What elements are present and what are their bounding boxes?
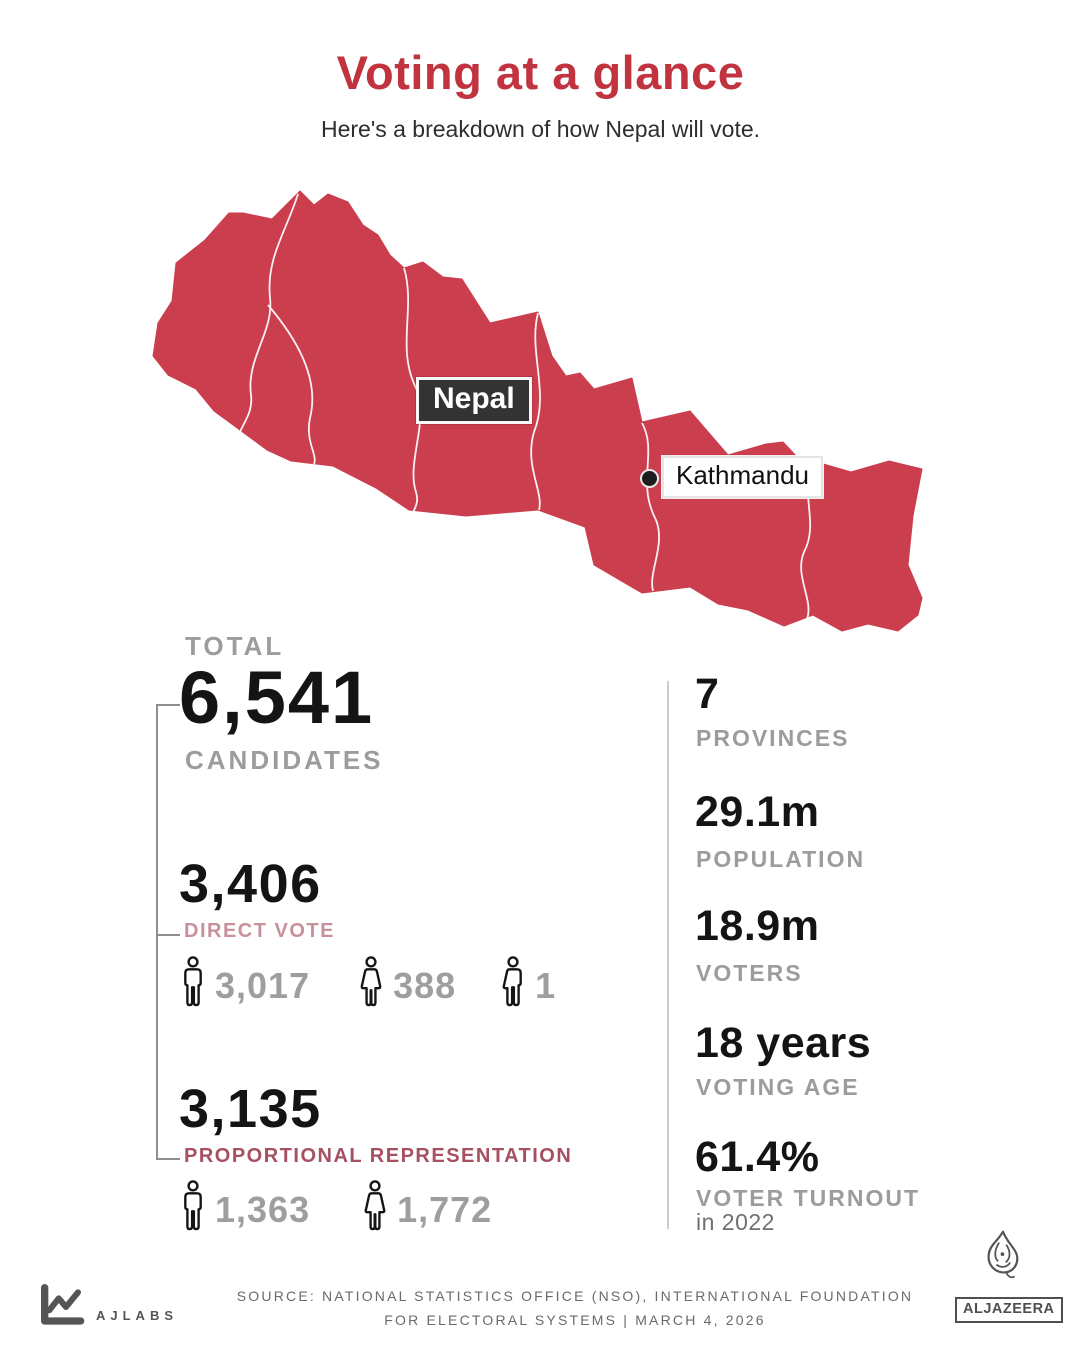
source-line-1: SOURCE: NATIONAL STATISTICS OFFICE (NSO)…	[236, 1288, 914, 1304]
breakdown-item-other: 1	[500, 956, 556, 1008]
men-count: 3,017	[215, 965, 311, 1006]
direct-vote-breakdown: 3,017 388 1	[180, 956, 556, 1008]
turnout-value: 61.4%	[695, 1133, 820, 1181]
male-icon	[180, 956, 206, 1008]
source-note: SOURCE: NATIONAL STATISTICS OFFICE (NSO)…	[230, 1284, 920, 1332]
population-label: POPULATION	[696, 846, 866, 872]
women-count: 1,772	[397, 1189, 493, 1230]
total-candidates-value: 6,541	[179, 656, 375, 739]
country-label: Nepal	[416, 377, 532, 424]
provinces-value: 7	[695, 670, 720, 718]
voters-value: 18.9m	[695, 902, 820, 950]
bracket-tick-middle	[156, 934, 180, 936]
turnout-sublabel: in 2022	[696, 1209, 775, 1235]
provinces-label: PROVINCES	[696, 725, 850, 751]
capital-label: Kathmandu	[662, 456, 823, 498]
breakdown-item-men: 3,017	[180, 956, 310, 1008]
turnout-label: VOTER TURNOUT	[696, 1185, 921, 1211]
female-icon	[358, 956, 384, 1008]
breakdown-item-men: 1,363	[180, 1180, 310, 1232]
female-icon	[362, 1180, 388, 1232]
page-subtitle: Here's a breakdown of how Nepal will vot…	[320, 116, 761, 142]
bracket-tick-top	[156, 704, 180, 706]
population-value: 29.1m	[695, 788, 820, 836]
proportional-value: 3,135	[179, 1079, 322, 1139]
breakdown-item-women: 1,772	[362, 1180, 492, 1232]
other-count: 1	[535, 965, 557, 1006]
aljazeera-flame-icon	[981, 1230, 1025, 1292]
bracket-tick-bottom	[156, 1158, 180, 1160]
capital-marker-dot	[640, 469, 659, 488]
total-label: TOTAL	[185, 631, 285, 661]
ajlabs-label: AJLABS	[96, 1307, 179, 1323]
proportional-label: PROPORTIONAL REPRESENTATION	[184, 1145, 573, 1167]
ajlabs-chart-icon	[38, 1282, 86, 1333]
ajlabs-logo: AJLABS	[38, 1282, 178, 1333]
aljazeera-logo: ALJAZEERA	[955, 1228, 1063, 1323]
men-count: 1,363	[215, 1189, 311, 1230]
candidates-label: CANDIDATES	[185, 745, 384, 775]
nepal-map-shape	[152, 190, 923, 632]
direct-vote-value: 3,406	[179, 854, 322, 914]
male-icon	[180, 1180, 206, 1232]
proportional-breakdown: 1,363 1,772	[180, 1180, 492, 1232]
direct-vote-label: DIRECT VOTE	[184, 920, 335, 942]
women-count: 388	[393, 965, 457, 1006]
voters-label: VOTERS	[696, 960, 803, 986]
source-line-2: FOR ELECTORAL SYSTEMS | MARCH 4, 2026	[384, 1312, 766, 1328]
breakdown-item-women: 388	[358, 956, 456, 1008]
aljazeera-wordmark: ALJAZEERA	[955, 1296, 1063, 1323]
other-gender-icon	[500, 956, 526, 1008]
voting-age-value: 18 years	[695, 1019, 872, 1067]
column-divider	[667, 681, 669, 1229]
voting-age-label: VOTING AGE	[696, 1074, 860, 1100]
bracket-vertical-line	[156, 704, 158, 1160]
nepal-map: Nepal Kathmandu	[148, 180, 932, 638]
page-title: Voting at a glance	[336, 46, 745, 99]
